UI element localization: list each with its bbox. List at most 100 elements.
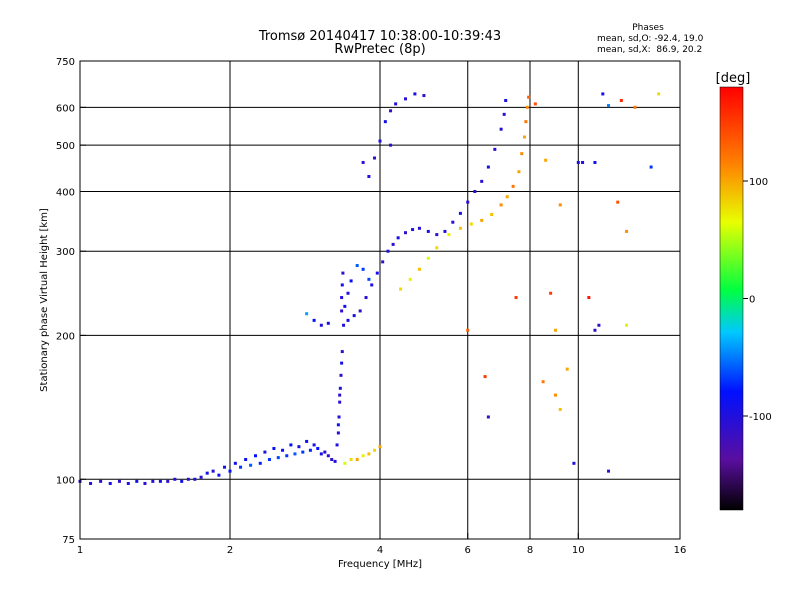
data-point [625,323,629,327]
data-point [305,439,309,443]
data-point [326,321,330,325]
data-point [336,423,340,427]
data-point [281,448,285,452]
data-point [399,287,403,291]
data-point [544,158,548,162]
data-point [443,229,447,233]
data-point [312,443,316,447]
data-point [581,160,585,164]
x-tick-label: 4 [377,545,383,556]
data-point [378,445,382,449]
data-points [78,92,661,485]
data-point [403,97,407,101]
data-point [517,170,521,174]
data-point [276,456,280,460]
x-axis-label: Frequency [MHz] [338,559,422,570]
data-point [367,174,371,178]
data-point [466,200,470,204]
phase-header: Phases [632,23,664,33]
y-tick-label: 100 [56,475,75,486]
data-point [396,236,400,240]
data-point [358,309,362,313]
data-point [108,481,112,485]
data-point [339,373,343,377]
data-point [541,380,545,384]
data-point [293,452,297,456]
colorbar [719,86,744,511]
data-point [223,465,227,469]
colorbar-tick-label: 100 [749,177,768,188]
y-tick-label: 300 [56,247,75,258]
data-point [330,457,334,461]
data-point [389,109,393,113]
data-point [319,452,323,456]
data-point [186,477,190,481]
data-point [263,450,267,454]
chart-subtitle: RwPretec (8p) [334,42,425,57]
data-point [375,271,379,275]
data-point [625,229,629,233]
data-point [657,92,661,96]
data-point [211,469,215,473]
data-point [499,127,503,131]
data-point [151,479,155,483]
data-point [458,211,462,215]
data-point [272,446,276,450]
data-point [458,226,462,230]
x-tick-label: 1 [77,545,83,556]
data-point [338,400,342,404]
data-point [158,479,162,483]
data-point [352,314,356,318]
data-point [607,469,611,473]
data-point [340,283,344,287]
y-axis-ticks: 75 100 200 300 400 500 600 750 [56,57,86,546]
data-point [483,375,487,379]
data-point [493,147,497,151]
data-point [361,267,365,271]
data-point [593,160,597,164]
data-point [391,242,395,246]
data-point [361,454,365,458]
data-point [180,479,184,483]
data-point [333,459,337,463]
data-point [597,323,601,327]
data-point [413,92,417,96]
data-point [649,165,653,169]
data-point [205,471,209,475]
data-point [383,120,387,124]
data-point [619,99,623,103]
data-point [520,152,524,156]
data-point [289,443,293,447]
data-point [426,229,430,233]
data-point [193,477,197,481]
data-point [342,323,346,327]
data-point [312,318,316,322]
data-point [367,277,371,281]
colorbar-ticks: 100 0 -100 [743,177,772,423]
data-point [394,102,398,106]
data-point [361,160,365,164]
x-tick-label: 6 [465,545,471,556]
data-point [558,407,562,411]
data-point [523,135,527,139]
data-point [511,184,515,188]
data-point [335,443,339,447]
data-point [364,296,368,300]
data-point [316,446,320,450]
data-point [426,256,430,260]
data-point [343,461,347,465]
data-point [340,361,344,365]
data-point [633,105,637,109]
data-point [267,457,271,461]
data-point [166,479,170,483]
data-point [308,448,312,452]
data-point [514,296,518,300]
data-point [135,479,139,483]
phase-stats-x: mean, sd,X: 86.9, 20.2 [597,45,702,55]
y-tick-label: 400 [56,187,75,198]
data-point [373,156,377,160]
data-point [341,271,345,275]
data-point [417,267,421,271]
data-point [323,450,327,454]
data-point [340,309,344,313]
